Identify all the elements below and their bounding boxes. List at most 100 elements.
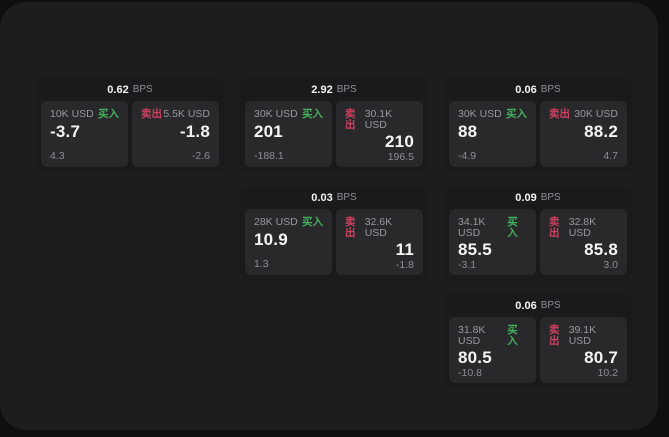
buy-price: 85.5 [458,240,492,259]
buy-label: 买入 [302,216,323,228]
bps-unit-label: BPS [540,192,561,203]
sell-header-row: 卖出 32.8K USD [549,217,618,238]
buy-amount: 28K USD [254,216,298,228]
buy-delta: -188.1 [254,149,284,162]
buy-panel[interactable]: 28K USD 买入 10.9 1.3 [245,209,332,275]
buy-header-row: 30K USD 买入 [254,109,323,120]
bps-unit-label: BPS [132,84,153,95]
quote-card: 0.09 BPS 34.1K USD 买入 85.5 -3.1 卖出 32.8K… [444,186,632,280]
buy-amount: 30K USD [254,108,298,120]
buy-header-row: 10K USD 买入 [50,109,119,120]
sell-amount: 30.1K USD [364,108,393,131]
sell-delta: -2.6 [191,149,210,162]
buy-label: 买入 [302,108,323,120]
buy-amount: 34.1K USD [458,216,486,239]
sell-amount: 32.8K USD [568,216,597,239]
card-header: 0.03 BPS [245,186,423,209]
buy-amount: 10K USD [50,108,94,120]
sell-label: 卖出 [549,324,560,347]
quote-card: 0.06 BPS 30K USD 买入 88 -4.9 卖出 30K USD 8… [444,78,632,172]
cards-grid: 0.62 BPS 10K USD 买入 -3.7 4.3 卖出 5.5K USD… [36,78,632,388]
buy-panel[interactable]: 30K USD 买入 88 -4.9 [449,101,536,167]
sell-panel[interactable]: 卖出 39.1K USD 80.7 10.2 [540,317,627,383]
card-body: 31.8K USD 买入 80.5 -10.8 卖出 39.1K USD 80.… [449,317,627,383]
buy-header-row: 30K USD 买入 [458,109,527,120]
card-header: 0.62 BPS [41,78,219,101]
quote-card: 0.06 BPS 31.8K USD 买入 80.5 -10.8 卖出 39.1… [444,294,632,388]
sell-amount: 30K USD [574,108,618,120]
sell-label: 卖出 [549,108,570,120]
sell-panel[interactable]: 卖出 30.1K USD 210 196.5 [336,101,423,167]
buy-label: 买入 [507,324,518,347]
buy-delta: 1.3 [254,257,269,270]
buy-header-row: 31.8K USD 买入 [458,325,527,346]
sell-price: 80.7 [584,348,618,367]
sell-amount: 32.6K USD [364,216,393,239]
card-header: 2.92 BPS [245,78,423,101]
buy-delta: -3.1 [458,258,477,271]
buy-label: 买入 [507,216,518,239]
sell-delta: 4.7 [603,149,618,162]
buy-header-row: 28K USD 买入 [254,217,323,228]
sell-price: 210 [385,132,414,151]
sell-delta: -1.8 [395,258,414,271]
buy-panel[interactable]: 34.1K USD 买入 85.5 -3.1 [449,209,536,275]
buy-price: 80.5 [458,348,492,367]
sell-delta: 10.2 [597,366,618,379]
sell-label: 卖出 [141,108,162,120]
sell-header-row: 卖出 30.1K USD [345,109,414,130]
buy-panel[interactable]: 31.8K USD 买入 80.5 -10.8 [449,317,536,383]
sell-price: 85.8 [584,240,618,259]
buy-panel[interactable]: 30K USD 买入 201 -188.1 [245,101,332,167]
sell-price: 88.2 [584,121,618,141]
sell-amount: 5.5K USD [163,108,210,120]
sell-header-row: 卖出 5.5K USD [141,109,210,120]
sell-label: 卖出 [345,108,356,131]
main-panel: 0.62 BPS 10K USD 买入 -3.7 4.3 卖出 5.5K USD… [0,2,658,430]
card-header: 0.09 BPS [449,186,627,209]
buy-delta: -10.8 [458,366,482,379]
sell-panel[interactable]: 卖出 32.8K USD 85.8 3.0 [540,209,627,275]
quote-card: 0.62 BPS 10K USD 买入 -3.7 4.3 卖出 5.5K USD… [36,78,224,172]
buy-price: 10.9 [254,229,288,249]
buy-delta: -4.9 [458,149,477,162]
bps-value: 2.92 [311,83,333,96]
buy-panel[interactable]: 10K USD 买入 -3.7 4.3 [41,101,128,167]
bps-value: 0.06 [515,299,537,312]
sell-amount: 39.1K USD [568,324,597,347]
buy-label: 买入 [98,108,119,120]
bps-value: 0.09 [515,191,537,204]
card-body: 10K USD 买入 -3.7 4.3 卖出 5.5K USD -1.8 -2.… [41,101,219,167]
buy-price: 88 [458,121,478,141]
card-body: 30K USD 买入 88 -4.9 卖出 30K USD 88.2 4.7 [449,101,627,167]
sell-header-row: 卖出 39.1K USD [549,325,618,346]
bps-unit-label: BPS [336,84,357,95]
bps-unit-label: BPS [540,84,561,95]
sell-price: 11 [395,240,414,259]
card-header: 0.06 BPS [449,78,627,101]
buy-label: 买入 [506,108,527,120]
buy-delta: 4.3 [50,149,65,162]
quote-card: 0.03 BPS 28K USD 买入 10.9 1.3 卖出 32.6K US… [240,186,428,280]
buy-header-row: 34.1K USD 买入 [458,217,527,238]
sell-panel[interactable]: 卖出 5.5K USD -1.8 -2.6 [132,101,219,167]
buy-amount: 30K USD [458,108,502,120]
card-body: 34.1K USD 买入 85.5 -3.1 卖出 32.8K USD 85.8… [449,209,627,275]
sell-label: 卖出 [345,216,356,239]
sell-delta: 196.5 [387,150,414,163]
sell-panel[interactable]: 卖出 30K USD 88.2 4.7 [540,101,627,167]
buy-price: 201 [254,121,283,141]
sell-header-row: 卖出 30K USD [549,109,618,120]
bps-value: 0.62 [107,83,129,96]
buy-amount: 31.8K USD [458,324,486,347]
bps-value: 0.03 [311,191,333,204]
bps-unit-label: BPS [540,300,561,311]
card-header: 0.06 BPS [449,294,627,317]
buy-price: -3.7 [50,121,81,141]
sell-header-row: 卖出 32.6K USD [345,217,414,238]
sell-panel[interactable]: 卖出 32.6K USD 11 -1.8 [336,209,423,275]
card-body: 30K USD 买入 201 -188.1 卖出 30.1K USD 210 1… [245,101,423,167]
bps-unit-label: BPS [336,192,357,203]
sell-label: 卖出 [549,216,560,239]
sell-price: -1.8 [179,121,210,141]
